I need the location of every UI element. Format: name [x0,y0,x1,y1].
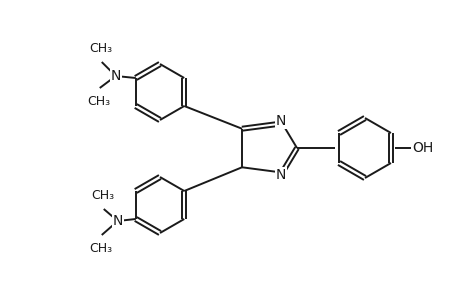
Text: CH₃: CH₃ [91,189,114,202]
Text: N: N [275,114,286,128]
Text: N: N [112,214,123,228]
Text: OH: OH [411,141,433,155]
Text: CH₃: CH₃ [89,242,112,255]
Text: N: N [275,168,286,182]
Text: CH₃: CH₃ [89,42,112,55]
Text: N: N [110,69,121,83]
Text: CH₃: CH₃ [87,95,110,108]
